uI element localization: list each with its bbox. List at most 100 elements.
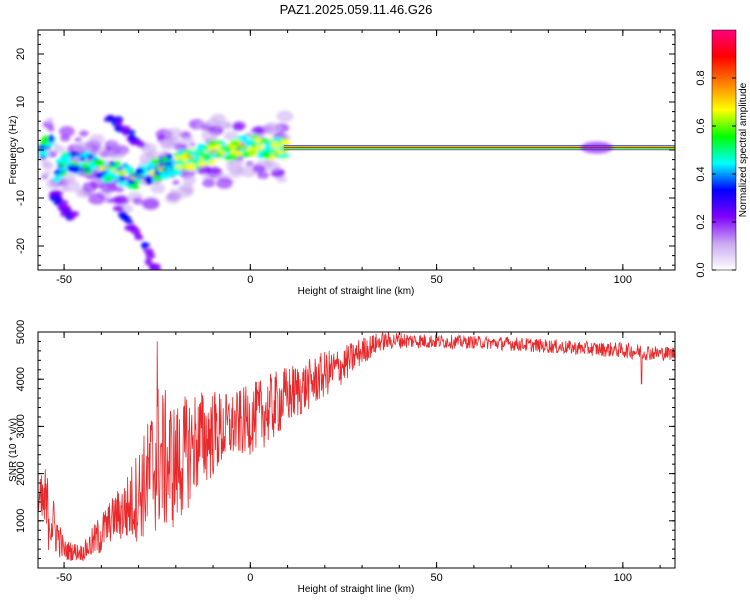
- x-tick-label: 50: [430, 572, 442, 584]
- snr-panel: -50 0 50 100 1000 2000 3000 4000 5000 Height of …: [8, 320, 676, 595]
- ridge-core-blob: [216, 153, 224, 156]
- spectral-blob: [211, 167, 221, 174]
- snr-series-line: [38, 332, 675, 563]
- ridge-core-blob: [165, 165, 169, 168]
- spectral-blob: [182, 175, 197, 185]
- ridge-core-blob: [276, 149, 282, 152]
- ridge-core-blob: [240, 148, 246, 152]
- spectral-blob: [229, 169, 243, 178]
- ridge-core-blob: [99, 166, 104, 170]
- spectral-blob: [263, 122, 281, 134]
- y-tick-label: 10: [15, 96, 27, 108]
- ridge-core-blob: [254, 145, 259, 149]
- spectral-blob: [47, 126, 55, 132]
- ridge-blob: [272, 137, 282, 143]
- ridge-core-blob: [154, 166, 161, 169]
- ridge-blob: [79, 156, 86, 162]
- colorbar-gradient: [711, 29, 737, 271]
- y-tick-label: 20: [15, 48, 27, 60]
- spectral-blob: [232, 121, 246, 131]
- spectral-blob: [87, 192, 106, 205]
- colorbar-tick-label: 0.2: [695, 214, 707, 229]
- ridge-blob: [181, 153, 189, 161]
- branch-blob: [107, 115, 114, 120]
- x-tick-label: 100: [614, 274, 632, 286]
- ridge-blob: [240, 136, 249, 143]
- colorbar-tick-label: 0.0: [695, 262, 707, 277]
- ridge-blob: [233, 150, 244, 156]
- spectral-blob: [42, 120, 54, 129]
- ridge-core-blob: [230, 152, 236, 155]
- branch-blob: [112, 205, 124, 212]
- ridge-blob: [54, 177, 61, 182]
- ridge-core-blob: [179, 158, 183, 162]
- spectral-blob: [218, 120, 231, 130]
- ridge-core-blob: [203, 152, 207, 155]
- colorbar-ticks: 0.0 0.2 0.4 0.6 0.8: [695, 70, 736, 278]
- branch-blob: [134, 235, 144, 241]
- x-tick-label: 50: [430, 274, 442, 286]
- ridge-blob: [161, 156, 169, 164]
- ridge-blob: [70, 165, 81, 173]
- ridge-core-blob: [220, 146, 226, 150]
- ridge-core-blob: [185, 155, 192, 158]
- x-tick-label: 100: [614, 572, 632, 584]
- spectral-blob: [225, 166, 234, 172]
- ridge-core-blob: [157, 169, 165, 173]
- ridge-core-blob: [199, 154, 207, 157]
- spectral-blob: [46, 117, 54, 122]
- spectral-blob: [183, 187, 194, 195]
- ridge-core-blob: [212, 151, 219, 154]
- y-tick-label: 4000: [15, 367, 27, 391]
- ridge-blob: [256, 145, 264, 151]
- spectral-blob: [114, 185, 125, 193]
- ridge-blob: [122, 165, 132, 172]
- spectral-blob: [141, 198, 160, 210]
- spectral-blob: [251, 126, 264, 135]
- spectral-blob: [53, 143, 60, 148]
- ridge-blob: [270, 141, 280, 149]
- colorbar-tick-label: 0.6: [695, 118, 707, 133]
- ridge-blob: [58, 167, 69, 172]
- ridge-core-blob: [137, 173, 143, 177]
- spectral-blob: [119, 204, 134, 214]
- ridge-core-blob: [148, 172, 152, 175]
- branch-blob: [115, 119, 123, 126]
- ridge-blob: [69, 151, 80, 157]
- spectrogram-heatmap: [38, 110, 675, 270]
- spectral-blob: [245, 160, 254, 167]
- ridge-core-blob: [114, 171, 121, 174]
- spectral-blob: [215, 177, 233, 189]
- spectral-blob: [170, 188, 177, 193]
- spectral-blob: [265, 158, 275, 166]
- y-tick-label: 2000: [15, 461, 27, 485]
- ridge-core-blob: [238, 144, 246, 147]
- ridge-blob: [48, 134, 54, 142]
- x-tick-label: 0: [247, 572, 253, 584]
- spectral-blob: [79, 130, 89, 137]
- tone-band-4: [283, 147, 675, 149]
- branch-blob: [58, 199, 69, 206]
- colorbar-label: Normalized spectral amplitude: [738, 82, 749, 217]
- ridge-blob: [252, 148, 258, 155]
- ridge-blob: [172, 168, 182, 176]
- ridge-core-blob: [186, 161, 191, 164]
- y-tick-label: 3000: [15, 414, 27, 438]
- ridge-core-blob: [150, 168, 156, 171]
- spectral-blob: [74, 137, 82, 143]
- ridge-blob: [38, 148, 47, 157]
- snr-y-label: SNR (10 * v/v): [8, 418, 19, 482]
- figure-title: PAZ1.2025.059.11.46.G26: [280, 2, 433, 17]
- ridge-blob: [261, 138, 269, 144]
- branch-blob: [60, 205, 72, 212]
- ridge-blob: [119, 174, 125, 182]
- branch-blob: [68, 210, 80, 218]
- ridge-blob: [281, 139, 291, 147]
- ridge-blob: [133, 183, 139, 190]
- spectral-blob: [180, 135, 194, 144]
- snr-axes: -50 0 50 100 1000 2000 3000 4000 5000: [15, 320, 675, 584]
- ridge-blob: [208, 140, 218, 146]
- x-tick-label: -50: [56, 572, 72, 584]
- spectral-blob: [229, 157, 244, 168]
- tone-band-bulge: [580, 141, 613, 154]
